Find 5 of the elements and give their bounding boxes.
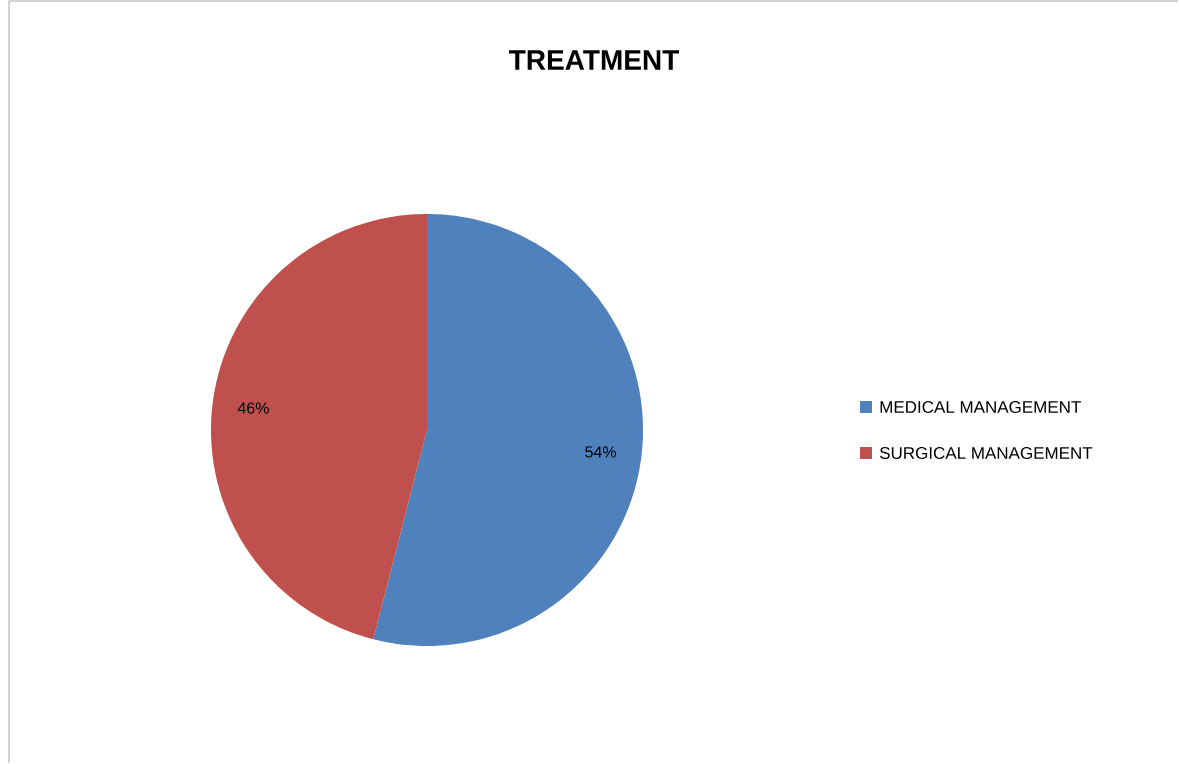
legend-label: SURGICAL MANAGEMENT xyxy=(879,446,1093,460)
legend-label: MEDICAL MANAGEMENT xyxy=(880,400,1081,414)
data-label: 46% xyxy=(237,402,269,414)
chart-title: TREATMENT xyxy=(509,50,679,70)
data-label: 54% xyxy=(585,446,617,458)
